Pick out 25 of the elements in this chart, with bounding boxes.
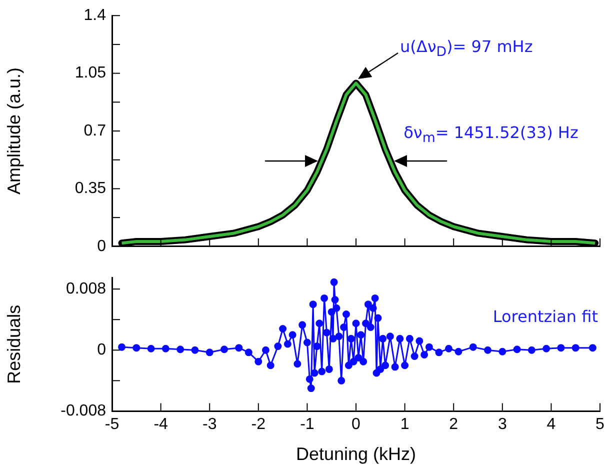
x-tick-label: 0 [352,416,361,434]
x-axis-title: Detuning (kHz) [296,444,416,464]
y-tick-label: 0 [97,342,106,359]
y-axis-title: Amplitude (a.u.) [4,67,24,195]
y-axis-title: Residuals [4,304,24,384]
y-tick-label: 1.4 [84,7,106,24]
annotation: δν$_{m}$= 1451.52(33) Hz [404,122,578,148]
y-tick-label: -0.008 [60,402,106,420]
x-tick-label: 4 [546,416,556,434]
annotation: u(Δν$_{D}$)= 97 mHz [400,37,533,62]
x-tick-label: 5 [596,416,605,434]
x-tick-label: -4 [154,416,168,434]
y-tick-label: 0 [97,238,106,255]
x-tick-label: -2 [251,416,266,434]
x-tick-label: 2 [449,416,458,434]
x-tick-label: -1 [300,416,314,434]
x-tick-label: -5 [104,416,120,434]
y-tick-label: 0.008 [66,280,106,298]
x-tick-label: 1 [400,416,410,434]
y-tick-label: 0.35 [74,180,106,198]
x-tick-label: 3 [498,416,507,434]
x-tick-label: -3 [202,416,217,434]
y-tick-label: 0.7 [84,122,106,140]
annotation: Lorentzian fit [492,306,598,327]
y-tick-label: 1.05 [74,64,106,82]
